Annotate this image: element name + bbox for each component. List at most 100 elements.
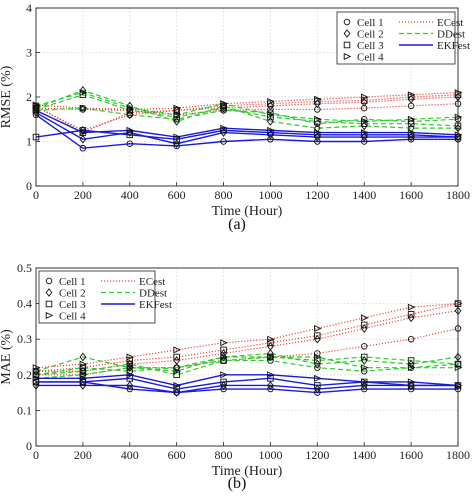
chartb-data-point [407, 311, 415, 318]
charta-legend-marker-cell1 [343, 18, 351, 26]
charta-ecest-cell1-line [35, 103, 459, 116]
charta-data-point [79, 104, 87, 112]
charta-data-point [267, 117, 274, 126]
charta-data-point [220, 124, 228, 132]
chartb-caption: (b) [228, 475, 247, 492]
chartb-data-point [360, 353, 368, 361]
charta-data-point [173, 117, 181, 126]
charta-data-point [126, 140, 134, 147]
charta-data-point [267, 126, 275, 134]
charta-data-point [267, 136, 274, 143]
charta-y-tick-label: 0 [26, 179, 32, 193]
charta-x-tick-label: 1400 [352, 188, 376, 202]
charta-legend-marker-cell4 [343, 52, 352, 61]
charta-x-tick-label: 600 [168, 188, 186, 202]
charta-legend-label-cell2: Cell 2 [357, 29, 384, 41]
charta-data-point [314, 95, 322, 103]
charta-data-point [267, 97, 275, 105]
charta-legend-box [336, 11, 456, 65]
chartb-data-point [314, 374, 322, 382]
charta-x-tick-label: 0 [33, 188, 39, 202]
chartb-x-tick-label: 1000 [258, 448, 282, 462]
chartb-data-point [220, 353, 228, 361]
chartb-data-point [407, 378, 416, 386]
chart-panel-a: 0 200 400 600 800 1000 1200 1400 1600 1800 0 1 2 3 4 Ti… [0, 1, 470, 233]
chartb-data-point [126, 367, 134, 375]
charta-ecest-cell3-line [35, 94, 459, 134]
chartb-x-tick-label: 1800 [446, 448, 470, 462]
charta-data-point [407, 91, 416, 99]
chartb-ddest-cell1-line [35, 359, 459, 376]
chartb-data-point [220, 371, 228, 379]
chartb-data-point [314, 350, 321, 357]
chartb-data-point [173, 363, 181, 373]
charta-data-point [173, 104, 182, 112]
chartb-data-point [267, 371, 275, 379]
charta-data-point [360, 129, 369, 137]
charta-ddest-cell1-line [35, 107, 459, 125]
chartb-data-point [267, 339, 274, 347]
chartb-data-point [220, 385, 227, 393]
charta-y-axis-label: RMSE (%) [0, 65, 14, 128]
chartb-ekfest-cell2-line [36, 384, 458, 394]
chartb-data-point [126, 385, 134, 393]
charta-y-tick-label: 4 [26, 1, 32, 15]
chartb-ddest-cell2-line [35, 352, 459, 372]
chartb-y-axis-label: MAE (%) [0, 329, 14, 385]
charta-legend-marker-cell2 [343, 29, 351, 38]
chartb-data-point [314, 332, 321, 339]
chartb-legend-label-cell2: Cell 2 [59, 288, 86, 300]
charta-data-point [126, 126, 135, 134]
charta-data-point [314, 129, 322, 137]
chart-panel-b: 0 200 400 600 800 1000 1200 1400 1600 1800 0 0.1 0.2… [0, 261, 470, 492]
charta-x-tick-label: 1800 [446, 188, 470, 202]
charta-data-point [79, 129, 88, 137]
chartb-data-point [407, 303, 416, 311]
chartb-y-tick-label: 0.2 [17, 368, 32, 382]
chartb-data-point [173, 353, 180, 361]
chartb-y-tick-label: 0.1 [17, 403, 32, 417]
chartb-x-axis-label: Time (Hour) [212, 464, 283, 479]
chartb-data-point [126, 353, 135, 361]
chartb-data-point [407, 385, 415, 393]
chartb-data-point [360, 367, 368, 375]
chartb-legend-marker-cell4 [45, 311, 54, 320]
chartb-x-tick-label: 1600 [399, 448, 423, 462]
charta-legend-label-ecest: ECest [437, 17, 463, 29]
charta-x-tick-label: 1000 [258, 188, 282, 202]
charta-x-tick-label: 200 [74, 188, 92, 202]
chartb-data-point [220, 339, 228, 347]
chartb-frame [35, 267, 459, 447]
charta-ekfest-cell4-line [35, 109, 459, 138]
charta-ddest-cell3-line [35, 94, 459, 127]
chartb-data-point [314, 389, 321, 396]
chartb-y-tick-label: 0.3 [17, 332, 32, 346]
charta-ddest-cell2-line [35, 89, 458, 129]
charta-data-point [314, 138, 321, 145]
charta-legend-label-cell4: Cell 4 [357, 52, 384, 64]
chartb-x-tick-label: 0 [33, 448, 39, 462]
charta-data-point [220, 138, 227, 145]
chartb-legend-label-ddest: DDest [139, 288, 167, 300]
charta-data-point [79, 134, 87, 144]
charta-x-tick-label: 1600 [399, 188, 423, 202]
chartb-data-point [407, 364, 416, 372]
chartb-data-point [173, 385, 180, 393]
chartb-data-point [79, 360, 88, 368]
chartb-x-tick-label: 600 [168, 448, 186, 462]
chartb-ddest-cell4-line [35, 356, 458, 379]
chartb-data-point [407, 335, 415, 343]
chartb-data-point [220, 357, 227, 364]
chartb-data-point [360, 314, 369, 322]
chartb-data-point [79, 364, 87, 371]
charta-data-point [360, 132, 368, 142]
charta-legend-label-cell1: Cell 1 [357, 17, 384, 29]
charta-data-point [220, 128, 227, 137]
chartb-data-point [220, 352, 227, 362]
charta-data-point [313, 99, 321, 109]
charta-data-point [126, 104, 135, 112]
charta-ecest-cell2-line [35, 96, 459, 132]
chartb-y-tick-label: 0.4 [17, 297, 32, 311]
